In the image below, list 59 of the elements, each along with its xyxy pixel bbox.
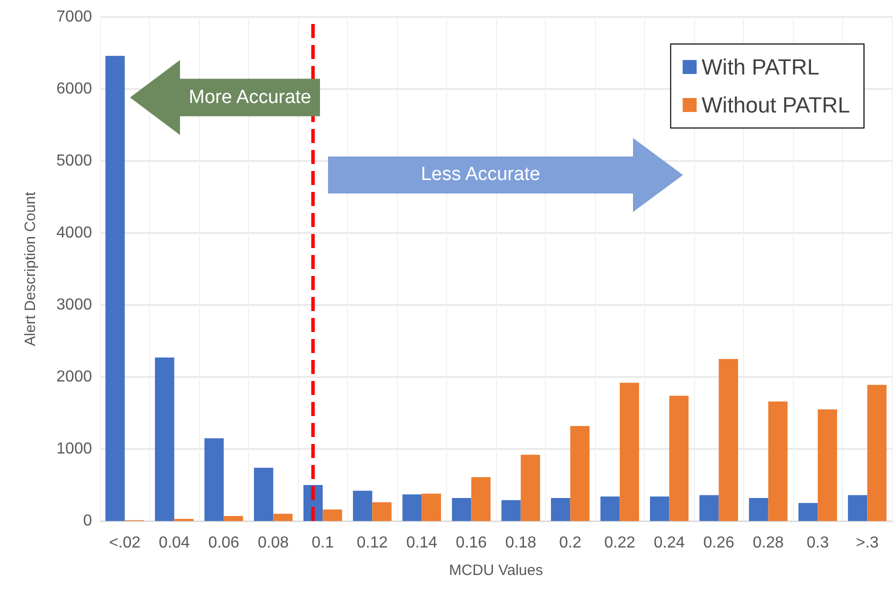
bar xyxy=(699,495,719,521)
bar xyxy=(372,502,392,521)
bar xyxy=(718,359,738,521)
bar xyxy=(650,496,670,521)
x-tick-label: >.3 xyxy=(856,534,879,552)
y-axis-title: Alert Description Count xyxy=(22,191,39,346)
y-tick-label: 7000 xyxy=(56,8,92,26)
x-tick-label: 0.2 xyxy=(559,534,582,552)
legend-label: With PATRL xyxy=(702,54,820,80)
bar xyxy=(273,514,293,521)
bar xyxy=(154,358,174,521)
bar xyxy=(452,498,472,521)
y-tick-label: 6000 xyxy=(56,80,92,98)
y-tick-label: 1000 xyxy=(56,440,92,458)
x-tick-label: <.02 xyxy=(108,534,141,552)
annotation: More Accurate xyxy=(188,86,312,110)
bar xyxy=(520,454,540,521)
bar xyxy=(748,498,768,521)
annotation: Less Accurate xyxy=(420,163,542,187)
bar xyxy=(204,438,224,521)
bar xyxy=(600,496,620,521)
bar xyxy=(352,490,372,521)
bar xyxy=(848,495,868,521)
bar xyxy=(105,56,125,521)
x-tick-label: 0.1 xyxy=(312,534,334,552)
bar xyxy=(322,509,342,521)
x-tick-label: 0.28 xyxy=(752,534,784,552)
x-axis-title: MCDU Values xyxy=(449,562,543,579)
x-tick-label: 0.04 xyxy=(158,534,190,552)
y-tick-label: 5000 xyxy=(56,152,92,170)
x-tick-label: 0.22 xyxy=(604,534,636,552)
bar xyxy=(768,401,788,521)
y-tick-label: 3000 xyxy=(56,296,92,314)
bar xyxy=(570,426,590,521)
x-tick-label: 0.12 xyxy=(356,534,388,552)
x-tick-label: 0.08 xyxy=(258,534,289,552)
x-tick-label: 0.14 xyxy=(406,534,438,552)
bar xyxy=(798,503,818,521)
y-tick-label: 0 xyxy=(83,512,92,530)
x-tick-label: 0.24 xyxy=(654,534,685,552)
bar xyxy=(402,494,422,521)
y-tick-label: 2000 xyxy=(56,368,92,386)
x-tick-label: 0.06 xyxy=(208,534,240,552)
y-tick-label: 4000 xyxy=(56,224,92,242)
x-tick-label: 0.3 xyxy=(806,534,829,552)
x-tick-label: 0.16 xyxy=(456,534,487,552)
bar xyxy=(501,500,521,521)
bar xyxy=(471,477,491,521)
bar xyxy=(669,396,689,521)
x-tick-label: 0.18 xyxy=(505,534,536,552)
bar xyxy=(818,409,838,521)
bar xyxy=(620,382,640,521)
legend-label: Without PATRL xyxy=(702,92,850,118)
bar xyxy=(422,494,442,521)
bar xyxy=(224,516,244,521)
bar xyxy=(254,468,274,521)
bar xyxy=(867,384,887,521)
x-tick-label: 0.26 xyxy=(703,534,734,552)
bar xyxy=(550,498,570,521)
